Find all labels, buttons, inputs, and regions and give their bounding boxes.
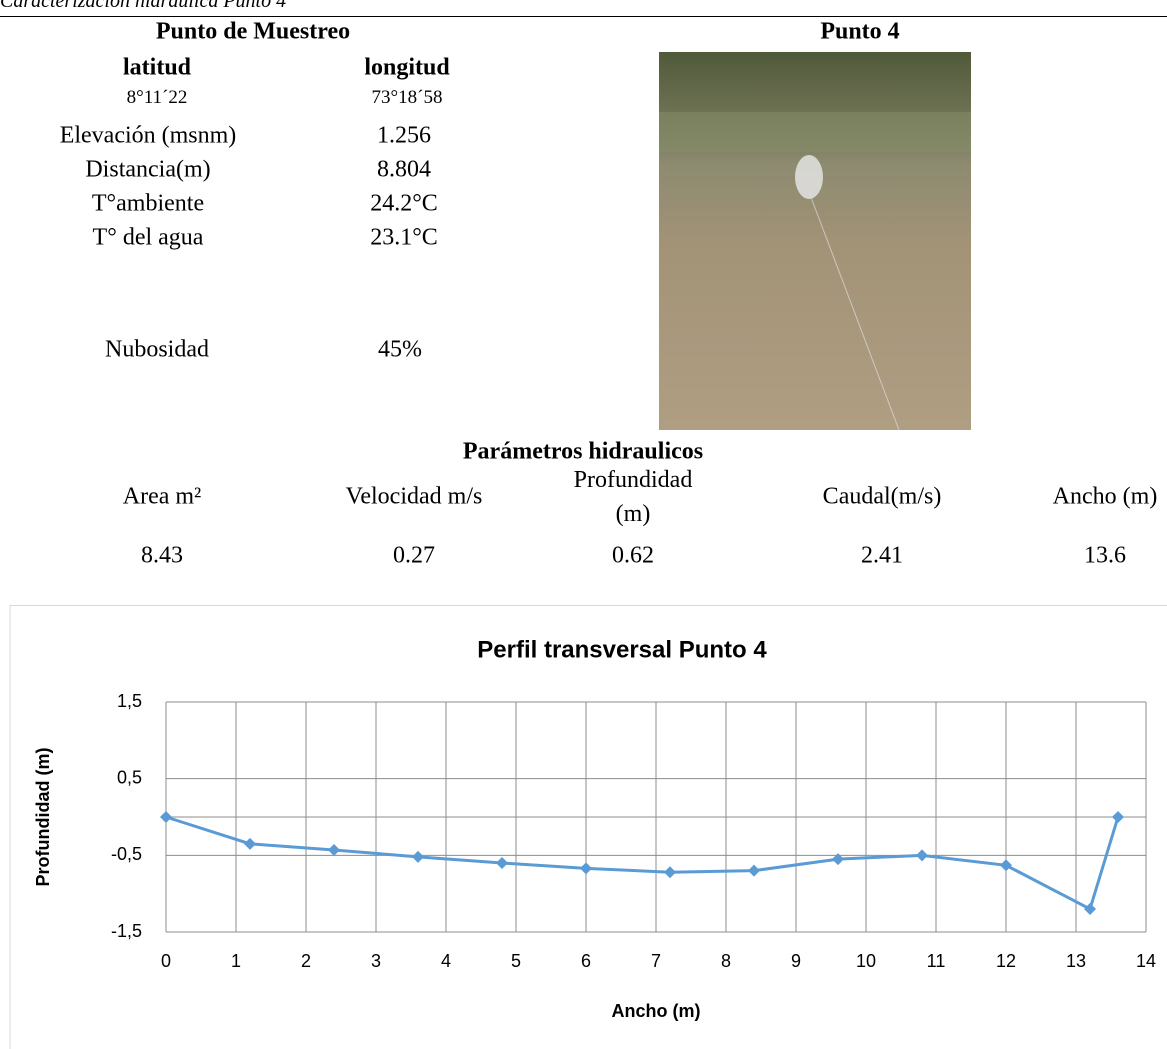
x-tick-label: 2 (301, 951, 311, 971)
photo-title: Punto 4 (820, 19, 899, 46)
x-tick-label: 8 (721, 951, 731, 971)
y-tick-label: 1,5 (117, 691, 142, 711)
x-tick-label: 10 (856, 951, 876, 971)
table-header: Area m² (123, 484, 202, 511)
row-label: Elevación (msnm) (60, 123, 237, 150)
y-tick-label: 0,5 (117, 767, 142, 787)
coordinate: 8°11´22 (127, 87, 188, 109)
table-value: 0.27 (393, 543, 435, 570)
x-tick-label: 1 (231, 951, 241, 971)
table-header: Ancho (m) (1053, 484, 1158, 511)
x-tick-label: 6 (581, 951, 591, 971)
column-label: latitud (123, 55, 191, 82)
table-header: Velocidad m/s (346, 484, 483, 511)
chart: Perfil transversal Punto 4 Profundidad (… (0, 605, 1167, 1049)
section-title: Parámetros hidraulicos (463, 439, 703, 466)
x-tick-label: 11 (927, 951, 946, 971)
row-label: T°ambiente (92, 191, 204, 218)
data-line (166, 817, 1118, 909)
x-tick-label: 7 (651, 951, 661, 971)
row-value: 1.256 (377, 123, 431, 150)
row-value: 23.1°C (370, 225, 438, 252)
x-axis-title: Ancho (m) (612, 1001, 701, 1021)
section-title: Punto de Muestreo (156, 19, 350, 46)
table-value: 2.41 (861, 543, 903, 570)
x-tick-label: 13 (1066, 951, 1086, 971)
x-tick-label: 4 (441, 951, 451, 971)
table-value: 0.62 (612, 543, 654, 570)
row-label: Nubosidad (105, 337, 209, 364)
row-value: 45% (378, 337, 422, 364)
table-value: 13.6 (1084, 543, 1126, 570)
data-marker (328, 844, 340, 856)
row-value: 24.2°C (370, 191, 438, 218)
caption: Caracterización hidráulica Punto 4 (0, 0, 286, 13)
photo (659, 52, 971, 430)
top-rule (0, 16, 1167, 17)
row-label: T° del agua (93, 225, 204, 252)
x-tick-label: 12 (996, 951, 1016, 971)
x-tick-label: 3 (371, 951, 381, 971)
chart-frame (10, 606, 1167, 1049)
x-tick-label: 14 (1136, 951, 1156, 971)
table-value: 8.43 (141, 543, 183, 570)
x-tick-label: 5 (511, 951, 521, 971)
data-marker (496, 857, 508, 869)
y-tick-label: -0,5 (111, 844, 142, 864)
data-marker (412, 851, 424, 863)
table-header: Profundidad (m) (558, 463, 708, 531)
data-marker (580, 862, 592, 874)
x-tick-label: 9 (791, 951, 801, 971)
data-marker (160, 811, 172, 823)
data-marker (916, 849, 928, 861)
data-marker (244, 838, 256, 850)
chart-title: Perfil transversal Punto 4 (477, 636, 767, 663)
data-marker (664, 866, 676, 878)
y-axis-title: Profundidad (m) (33, 748, 53, 887)
column-label: longitud (364, 55, 449, 82)
page: {"caption": "Caracterización hidráulica … (0, 0, 1167, 1049)
data-marker (1112, 811, 1124, 823)
data-marker (1000, 859, 1012, 871)
coordinate: 73°18´58 (372, 87, 443, 109)
row-value: 8.804 (377, 157, 431, 184)
x-tick-label: 0 (161, 951, 171, 971)
data-marker (1084, 903, 1096, 915)
row-label: Distancia(m) (85, 157, 210, 184)
data-marker (748, 865, 760, 877)
y-tick-label: -1,5 (111, 921, 142, 941)
table-header: Caudal(m/s) (823, 484, 942, 511)
